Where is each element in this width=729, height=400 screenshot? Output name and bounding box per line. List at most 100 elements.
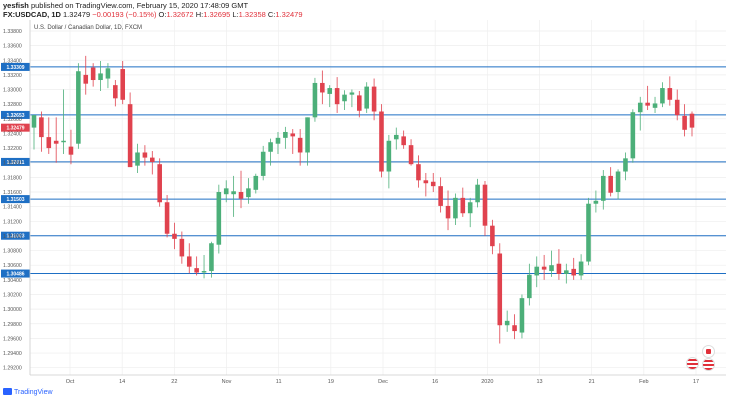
- candle-up[interactable]: [253, 175, 259, 190]
- candle-down[interactable]: [541, 266, 547, 270]
- candle-down[interactable]: [68, 146, 74, 155]
- candlestick-chart[interactable]: 1.33309 1.32653 1.32011 1.31503 1.31003 1.304…: [0, 20, 729, 387]
- candle-down[interactable]: [186, 256, 192, 267]
- candle-up[interactable]: [31, 115, 37, 128]
- candle-down[interactable]: [645, 102, 650, 106]
- candle-down[interactable]: [408, 145, 414, 165]
- candle-up[interactable]: [475, 184, 480, 203]
- candle-down[interactable]: [142, 152, 148, 158]
- candle-down[interactable]: [194, 268, 199, 273]
- candle-down[interactable]: [334, 88, 340, 105]
- candle-down[interactable]: [401, 136, 406, 146]
- candle-down[interactable]: [608, 175, 613, 193]
- candle-up[interactable]: [364, 86, 369, 109]
- candle-up[interactable]: [623, 158, 628, 172]
- last-price-label: 1.32479: [6, 126, 24, 132]
- candle-down[interactable]: [172, 233, 177, 239]
- candle-up[interactable]: [283, 131, 288, 138]
- candle-down[interactable]: [127, 104, 133, 168]
- candle-up[interactable]: [637, 102, 643, 113]
- candle-up[interactable]: [578, 261, 584, 276]
- candle-up[interactable]: [260, 151, 266, 176]
- canada-flag-icon[interactable]: [702, 345, 715, 358]
- candle-down[interactable]: [379, 111, 384, 172]
- candle-up[interactable]: [327, 88, 333, 94]
- candle-down[interactable]: [157, 164, 162, 203]
- candle-down[interactable]: [445, 205, 451, 219]
- candle-up[interactable]: [349, 92, 355, 95]
- candle-down[interactable]: [674, 99, 680, 116]
- candle-down[interactable]: [423, 180, 429, 184]
- publish-info: published on TradingView.com, February 1…: [30, 1, 249, 10]
- candle-up[interactable]: [519, 298, 525, 333]
- candle-up[interactable]: [246, 188, 251, 198]
- candle-down[interactable]: [371, 86, 377, 112]
- candle-down[interactable]: [297, 137, 303, 153]
- candle-down[interactable]: [90, 67, 96, 81]
- candle-down[interactable]: [460, 197, 466, 214]
- candle-down[interactable]: [290, 133, 296, 137]
- candle-down[interactable]: [357, 95, 362, 111]
- candle-up[interactable]: [586, 203, 591, 262]
- candle-down[interactable]: [39, 117, 44, 138]
- candle-down[interactable]: [53, 140, 59, 144]
- candle-down[interactable]: [150, 157, 155, 162]
- candle-up[interactable]: [223, 188, 229, 195]
- candle-up[interactable]: [216, 192, 222, 245]
- candle-up[interactable]: [660, 88, 665, 104]
- candle-up[interactable]: [305, 117, 310, 153]
- plot-area[interactable]: [30, 20, 726, 375]
- candle-up[interactable]: [135, 152, 140, 166]
- candle-up[interactable]: [630, 112, 636, 159]
- candle-up[interactable]: [312, 82, 318, 118]
- author-name[interactable]: yesfish: [3, 1, 29, 10]
- candle-up[interactable]: [76, 71, 81, 144]
- candle-down[interactable]: [430, 181, 436, 187]
- candle-up[interactable]: [527, 274, 532, 299]
- candle-down[interactable]: [682, 115, 687, 130]
- candle-down[interactable]: [113, 85, 118, 99]
- candle-up[interactable]: [564, 270, 569, 274]
- candle-down[interactable]: [416, 164, 421, 181]
- candle-up[interactable]: [593, 200, 599, 204]
- candle-up[interactable]: [393, 134, 399, 140]
- candle-up[interactable]: [549, 265, 554, 272]
- candle-down[interactable]: [556, 263, 562, 274]
- candle-down[interactable]: [512, 325, 517, 332]
- candle-up[interactable]: [534, 266, 540, 276]
- candle-down[interactable]: [164, 202, 170, 234]
- candle-down[interactable]: [46, 137, 52, 149]
- candle-down[interactable]: [497, 253, 503, 326]
- candle-up[interactable]: [98, 73, 103, 81]
- candle-up[interactable]: [504, 320, 510, 326]
- candle-up[interactable]: [453, 197, 458, 219]
- candle-down[interactable]: [490, 225, 495, 247]
- candle-up[interactable]: [467, 202, 473, 214]
- candle-down[interactable]: [571, 268, 576, 276]
- candle-up[interactable]: [268, 142, 273, 152]
- candle-up[interactable]: [615, 171, 621, 193]
- candle-up[interactable]: [600, 175, 606, 201]
- candle-down[interactable]: [179, 238, 185, 257]
- candle-up[interactable]: [105, 68, 111, 79]
- candle-up[interactable]: [231, 191, 236, 195]
- candle-up[interactable]: [201, 271, 207, 273]
- tradingview-logo[interactable]: TradingView: [3, 388, 53, 396]
- candle-up[interactable]: [61, 140, 66, 143]
- candle-up[interactable]: [209, 243, 214, 272]
- us-flag-icon[interactable]: [686, 357, 699, 370]
- candle-down[interactable]: [438, 186, 443, 206]
- low-label: L:: [232, 10, 239, 19]
- candle-down[interactable]: [689, 113, 695, 128]
- candle-down[interactable]: [238, 192, 244, 199]
- candle-down[interactable]: [667, 88, 673, 100]
- candle-up[interactable]: [652, 103, 658, 108]
- candle-down[interactable]: [120, 69, 126, 100]
- candle-up[interactable]: [386, 140, 392, 172]
- candle-down[interactable]: [83, 74, 89, 84]
- candle-up[interactable]: [342, 94, 347, 102]
- candle-up[interactable]: [275, 137, 281, 144]
- candle-down[interactable]: [482, 184, 488, 226]
- us-flag-icon[interactable]: [702, 358, 715, 371]
- candle-down[interactable]: [320, 82, 325, 93]
